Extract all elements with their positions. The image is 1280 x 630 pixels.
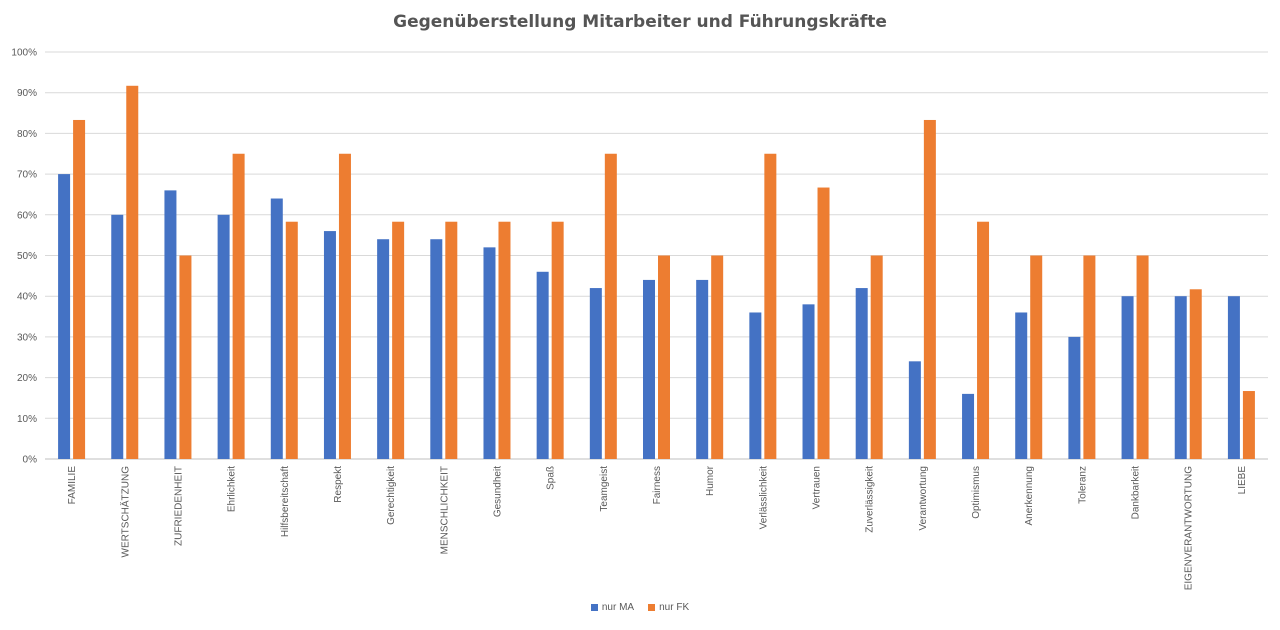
- x-tick-label: Anerkennung: [1024, 466, 1035, 526]
- bar-series-2: [73, 119, 86, 460]
- chart-title: Gegenüberstellung Mitarbeiter und Führun…: [393, 12, 887, 32]
- bar-series-1: [1227, 296, 1240, 459]
- bar-series-2: [764, 153, 777, 459]
- bar-series-1: [164, 190, 177, 459]
- legend-label-series-2: nur FK: [659, 602, 690, 613]
- bar-series-1: [855, 288, 868, 459]
- y-axis-tick-labels: 0% 10% 20% 30% 40% 50% 60% 70% 80% 90% 100%: [11, 48, 37, 466]
- bar-series-1: [696, 279, 709, 459]
- x-tick-label: Verlässlichkeit: [758, 466, 769, 530]
- bar-series-2: [1083, 255, 1096, 459]
- bar-series-2: [126, 85, 139, 459]
- x-tick-label: LIEBE: [1237, 466, 1248, 495]
- bar-series-2: [445, 221, 458, 459]
- x-tick-label: Dankbarkeit: [1131, 466, 1142, 520]
- x-tick-label: Zuverlässigkeit: [865, 466, 876, 533]
- x-tick-label: Spaß: [546, 466, 557, 490]
- bar-series-2: [551, 221, 564, 459]
- bar-series-2: [604, 153, 617, 459]
- y-tick-label: 80%: [17, 129, 37, 140]
- bar-series-1: [377, 239, 390, 459]
- bar-series-1: [58, 174, 71, 459]
- bar-series-2: [977, 221, 990, 459]
- x-tick-label: MENSCHLICHKEIT: [439, 466, 450, 554]
- bar-series-2: [498, 221, 511, 459]
- bar-series-1: [1068, 336, 1081, 459]
- x-axis-tick-labels: FAMILIE WERTSCHÄTZUNG ZUFRIEDENHEIT Ehrlich…: [67, 465, 1248, 590]
- x-tick-label: Hilfsbereitschaft: [280, 466, 291, 537]
- x-tick-label: Vertrauen: [812, 466, 823, 509]
- legend-item-series-1: nur MA: [590, 602, 635, 613]
- bar-series-2: [711, 255, 724, 459]
- x-tick-label: Respekt: [333, 466, 344, 503]
- legend-swatch-series-2: [648, 604, 656, 611]
- bar-series-1: [749, 312, 762, 459]
- legend-item-series-2: nur FK: [648, 602, 689, 613]
- y-tick-label: 10%: [17, 414, 37, 425]
- bar-series-1: [536, 271, 549, 459]
- x-tick-label: FAMILIE: [67, 466, 78, 505]
- bar-series-2: [1242, 391, 1255, 459]
- x-tick-label: WERTSCHÄTZUNG: [119, 466, 131, 558]
- x-tick-label: Toleranz: [1077, 466, 1088, 504]
- y-tick-label: 90%: [17, 88, 37, 99]
- legend-swatch-series-1: [590, 604, 598, 611]
- x-tick-label: EIGENVERANTWORTUNG: [1184, 466, 1195, 590]
- bar-series-2: [923, 119, 936, 460]
- y-tick-label: 100%: [11, 48, 37, 59]
- bar-series-1: [643, 279, 655, 459]
- bar-series-2: [1189, 289, 1202, 459]
- bar-series-1: [1174, 296, 1187, 459]
- bar-series-1: [483, 247, 496, 459]
- y-tick-label: 30%: [17, 332, 37, 343]
- y-tick-label: 60%: [17, 210, 37, 221]
- bars: [58, 85, 1255, 460]
- bar-series-1: [111, 214, 124, 459]
- gridlines: [45, 51, 1268, 460]
- legend: nur MA nur FK: [0, 602, 1280, 613]
- y-tick-label: 40%: [17, 292, 37, 303]
- x-tick-label: Ehrlichkeit: [227, 466, 238, 512]
- bar-series-1: [270, 198, 283, 459]
- bar-series-2: [658, 255, 670, 459]
- bar-series-2: [392, 221, 405, 459]
- bar-series-2: [232, 153, 245, 459]
- bar-series-1: [962, 393, 975, 459]
- bar-series-1: [589, 288, 602, 459]
- x-tick-label: Optimismus: [971, 466, 982, 519]
- bar-series-1: [908, 361, 921, 459]
- y-tick-label: 0%: [23, 455, 38, 466]
- x-tick-label: ZUFRIEDENHEIT: [173, 466, 184, 546]
- y-tick-label: 70%: [17, 170, 37, 181]
- bar-series-1: [1015, 312, 1028, 459]
- x-tick-label: Humor: [705, 465, 716, 496]
- legend-label-series-1: nur MA: [601, 602, 635, 613]
- bar-series-1: [217, 214, 230, 459]
- y-tick-label: 20%: [17, 373, 37, 384]
- bar-series-2: [285, 221, 298, 459]
- x-tick-label: Teamgeist: [599, 466, 610, 512]
- bar-series-2: [1030, 255, 1043, 459]
- x-tick-label: Verantwortung: [918, 466, 929, 531]
- bar-series-1: [323, 231, 336, 459]
- bar-series-1: [802, 304, 815, 459]
- y-tick-label: 50%: [17, 251, 37, 262]
- bar-chart: 0% 10% 20% 30% 40% 50% 60% 70% 80% 90% 100% FAMILI…: [11, 48, 1268, 590]
- bar-series-1: [430, 239, 443, 459]
- bar-series-2: [1136, 255, 1149, 459]
- bar-series-2: [870, 255, 883, 459]
- bar-series-2: [817, 187, 830, 459]
- x-tick-label: Gesundheit: [492, 466, 503, 517]
- bar-series-2: [338, 153, 351, 459]
- bar-series-2: [179, 255, 192, 459]
- x-tick-label: Gerechtigkeit: [386, 466, 397, 525]
- bar-series-1: [1121, 296, 1134, 459]
- x-tick-label: Fairness: [652, 466, 663, 504]
